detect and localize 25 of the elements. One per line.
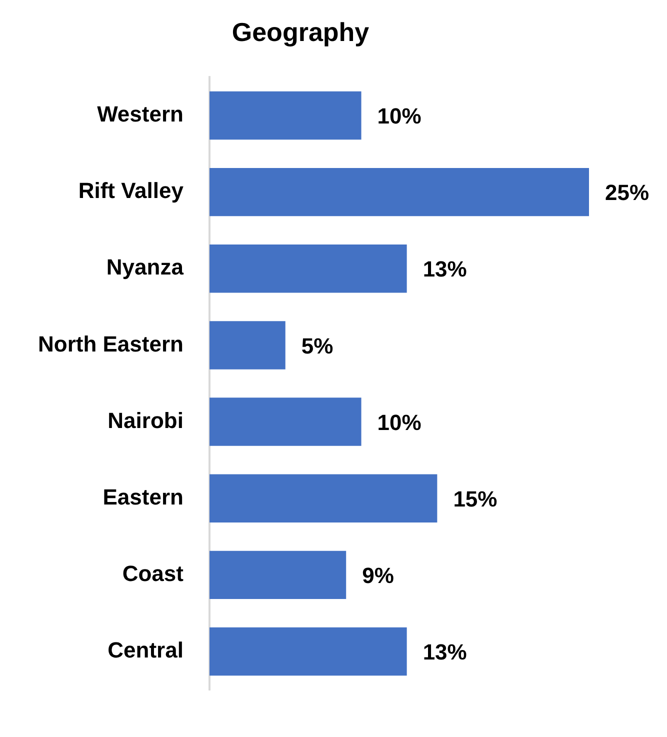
bar (209, 398, 362, 446)
y-tick-label: North Eastern (38, 331, 184, 356)
data-label: 25% (605, 180, 650, 206)
y-tick-label: Rift Valley (78, 178, 184, 204)
bar (209, 321, 286, 370)
y-tick-label: Nyanza (106, 254, 184, 280)
bar (209, 627, 407, 676)
data-label: 10% (377, 410, 422, 435)
y-tick-label: Eastern (102, 484, 184, 510)
data-label: 10% (377, 104, 422, 129)
bar (209, 168, 589, 216)
y-tick-label: Central (108, 638, 184, 663)
y-tick-label: Nairobi (108, 408, 184, 433)
data-label: 9% (362, 563, 394, 588)
data-label: 15% (453, 486, 498, 512)
bar (209, 474, 438, 522)
data-label: 13% (422, 256, 467, 282)
bar (209, 244, 407, 293)
data-label: 5% (301, 333, 334, 358)
y-tick-label: Western (97, 102, 184, 127)
bar (209, 550, 346, 600)
y-tick-label: Coast (122, 561, 184, 586)
bar (209, 91, 362, 140)
data-label: 13% (422, 640, 467, 665)
chart-title: Geography (232, 16, 370, 47)
